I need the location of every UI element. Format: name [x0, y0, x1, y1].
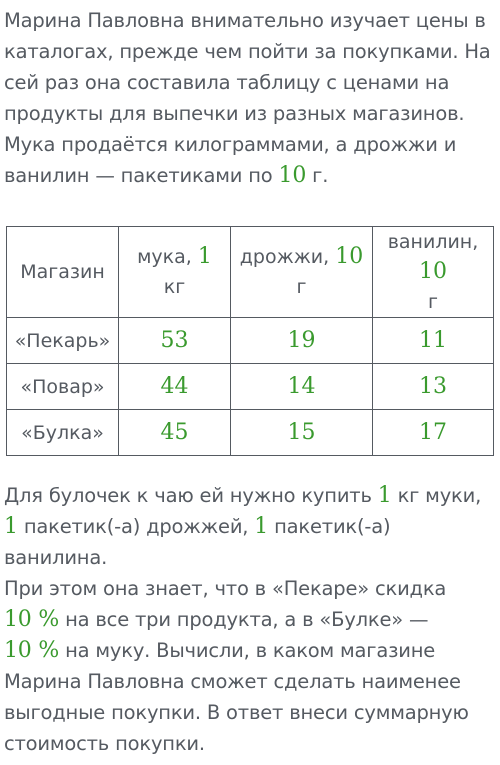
- header-flour-number: 1: [197, 244, 212, 269]
- header-yeast: дрожжи, 10 г: [230, 226, 373, 318]
- cell-flour-price: 44: [118, 363, 231, 410]
- task-text: на все три продукта, а в «Булке» —: [65, 608, 429, 631]
- task-text: пакетик(-а) дрожжей,: [23, 515, 249, 538]
- task-text: Марина Павловна сможет сделать наименее: [4, 670, 461, 693]
- task-text: При этом она знает, что в «Пекаре» скидк…: [4, 577, 447, 600]
- cell-flour-price: 53: [118, 317, 231, 364]
- intro-line: сей раз она составила таблицу с ценами н…: [4, 71, 450, 94]
- task-paragraph: Для булочек к чаю ей нужно купить 1 кг м…: [4, 480, 496, 759]
- table-row: «Пекарь» 53 19 11: [6, 317, 494, 364]
- header-store-label: Магазин: [20, 261, 105, 283]
- table-row: «Повар» 44 14 13: [6, 363, 494, 410]
- header-vanilla-number: 10: [419, 259, 447, 284]
- header-vanilla: ванилин, 10 г: [372, 226, 494, 318]
- cell-yeast-price: 14: [230, 363, 373, 410]
- task-text: выгодные покупки. В ответ внеси суммарну…: [4, 701, 469, 724]
- header-store: Магазин: [6, 226, 119, 318]
- header-flour: мука, 1 кг: [118, 226, 231, 318]
- table-header-row: Магазин мука, 1 кг дрожжи, 10 г ванилин,…: [6, 226, 494, 318]
- intro-line-unit: г.: [312, 164, 329, 187]
- intro-line: Мука продаётся килограммами, а дрожжи и: [4, 133, 457, 156]
- header-yeast-number: 10: [335, 244, 364, 269]
- task-text: пакетик(-а) ванилина.: [4, 515, 391, 569]
- cell-store: «Пекарь»: [6, 317, 119, 364]
- task-text: кг муки,: [397, 484, 482, 507]
- header-flour-label: мука,: [137, 246, 192, 268]
- intro-paragraph: Марина Павловна внимательно изучает цены…: [4, 5, 496, 191]
- cell-yeast-price: 15: [230, 409, 373, 456]
- header-yeast-label: дрожжи,: [239, 246, 330, 268]
- task-number: 1: [4, 514, 18, 539]
- cell-flour-price: 45: [118, 409, 231, 456]
- task-text: Для булочек к чаю ей нужно купить: [4, 484, 372, 507]
- task-text: на муку. Вычисли, в каком магазине: [65, 639, 436, 662]
- cell-yeast-price: 19: [230, 317, 373, 364]
- intro-line: продукты для выпечки из разных магазинов…: [4, 102, 465, 125]
- task-text: стоимость покупки.: [4, 732, 205, 755]
- packet-size-number: 10: [278, 163, 307, 188]
- table-row: «Булка» 45 15 17: [6, 409, 494, 456]
- cell-vanilla-price: 11: [372, 317, 494, 364]
- task-number: 1: [254, 514, 269, 539]
- task-number: 1: [377, 483, 392, 508]
- intro-line: Марина Павловна внимательно изучает цены…: [4, 9, 486, 32]
- cell-vanilla-price: 17: [372, 409, 494, 456]
- intro-line: каталогах, прежде чем пойти за покупками…: [4, 40, 491, 63]
- cell-store: «Булка»: [6, 409, 119, 456]
- header-vanilla-label: ванилин,: [387, 231, 479, 253]
- price-table: Магазин мука, 1 кг дрожжи, 10 г ванилин,…: [6, 226, 494, 456]
- cell-store: «Повар»: [6, 363, 119, 410]
- header-vanilla-unit: г: [428, 291, 438, 313]
- discount-number: 10 %: [4, 638, 60, 663]
- intro-line: ванилин — пакетиками по: [4, 164, 273, 187]
- discount-number: 10 %: [4, 607, 60, 632]
- header-yeast-unit: г: [296, 276, 307, 298]
- cell-vanilla-price: 13: [372, 363, 494, 410]
- header-flour-unit: кг: [163, 276, 186, 298]
